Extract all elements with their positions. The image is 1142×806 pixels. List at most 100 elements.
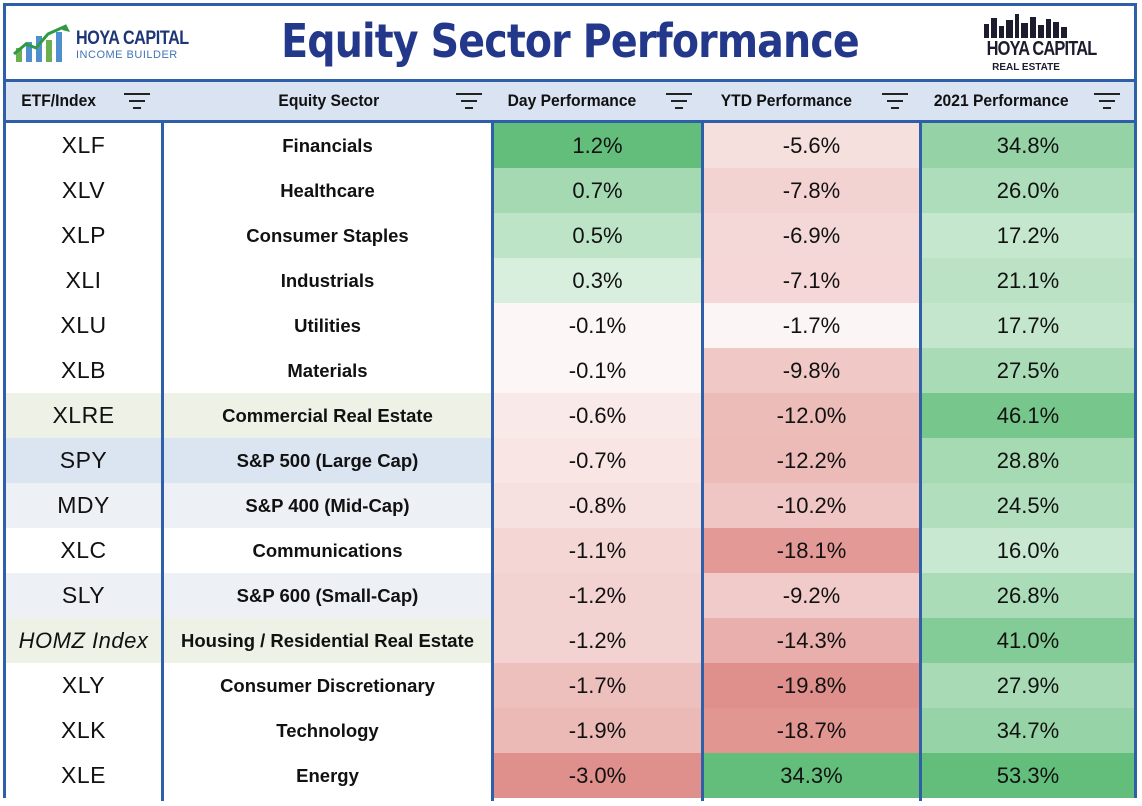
ytd-performance-cell: -6.9% bbox=[704, 213, 919, 258]
day-performance-cell: -0.7% bbox=[494, 438, 701, 483]
etf-cell: SLY bbox=[6, 573, 161, 618]
column-header-label: 2021 Performance bbox=[933, 91, 1069, 110]
etf-cell: XLF bbox=[6, 123, 161, 168]
etf-cell: XLE bbox=[6, 753, 161, 798]
column-header-2021[interactable]: 2021 Performance bbox=[922, 82, 1134, 120]
column-header-row: ETF/Index Equity Sector Day Performance … bbox=[6, 82, 1134, 123]
column-header-day[interactable]: Day Performance bbox=[494, 82, 704, 120]
sector-cell: Housing / Residential Real Estate bbox=[164, 618, 491, 663]
etf-cell: XLI bbox=[6, 258, 161, 303]
etf-cell: XLV bbox=[6, 168, 161, 213]
column-header-etf[interactable]: ETF/Index bbox=[6, 82, 164, 120]
etf-cell: XLP bbox=[6, 213, 161, 258]
column-divider bbox=[491, 123, 494, 801]
table-row: XLC Communications -1.1% -18.1% 16.0% bbox=[6, 528, 1134, 573]
performance-2021-cell: 26.8% bbox=[922, 573, 1134, 618]
column-header-ytd[interactable]: YTD Performance bbox=[704, 82, 922, 120]
etf-cell: XLC bbox=[6, 528, 161, 573]
column-divider bbox=[161, 123, 164, 801]
sector-cell: Industrials bbox=[164, 258, 491, 303]
etf-cell: XLK bbox=[6, 708, 161, 753]
column-header-sector[interactable]: Equity Sector bbox=[164, 82, 494, 120]
table-row: XLV Healthcare 0.7% -7.8% 26.0% bbox=[6, 168, 1134, 213]
etf-cell: XLU bbox=[6, 303, 161, 348]
page-title: Equity Sector Performance bbox=[281, 14, 860, 68]
day-performance-cell: -1.9% bbox=[494, 708, 701, 753]
table-row: XLRE Commercial Real Estate -0.6% -12.0% 46.… bbox=[6, 393, 1134, 438]
day-performance-cell: -0.1% bbox=[494, 348, 701, 393]
day-performance-cell: 0.5% bbox=[494, 213, 701, 258]
column-header-label: Day Performance bbox=[507, 91, 637, 110]
sector-cell: Communications bbox=[164, 528, 491, 573]
performance-2021-cell: 21.1% bbox=[922, 258, 1134, 303]
performance-2021-cell: 53.3% bbox=[922, 753, 1134, 798]
ytd-performance-cell: -18.7% bbox=[704, 708, 919, 753]
table-row: XLK Technology -1.9% -18.7% 34.7% bbox=[6, 708, 1134, 753]
table-row: XLB Materials -0.1% -9.8% 27.5% bbox=[6, 348, 1134, 393]
table-row: SLY S&P 600 (Small-Cap) -1.2% -9.2% 26.8% bbox=[6, 573, 1134, 618]
sector-cell: Healthcare bbox=[164, 168, 491, 213]
table-row: XLE Energy -3.0% 34.3% 53.3% bbox=[6, 753, 1134, 798]
table-row: SPY S&P 500 (Large Cap) -0.7% -12.2% 28.8% bbox=[6, 438, 1134, 483]
ytd-performance-cell: -14.3% bbox=[704, 618, 919, 663]
etf-cell: XLB bbox=[6, 348, 161, 393]
day-performance-cell: -0.1% bbox=[494, 303, 701, 348]
logo-right-line1: HOYA CAPITAL bbox=[986, 38, 1098, 60]
day-performance-cell: -0.8% bbox=[494, 483, 701, 528]
ytd-performance-cell: 34.3% bbox=[704, 753, 919, 798]
ytd-performance-cell: -12.0% bbox=[704, 393, 919, 438]
ytd-performance-cell: -9.8% bbox=[704, 348, 919, 393]
table-row: XLP Consumer Staples 0.5% -6.9% 17.2% bbox=[6, 213, 1134, 258]
hoya-real-estate-logo: HOYA CAPITAL REAL ESTATE bbox=[978, 14, 1098, 78]
table-row: MDY S&P 400 (Mid-Cap) -0.8% -10.2% 24.5% bbox=[6, 483, 1134, 528]
filter-icon[interactable] bbox=[1094, 91, 1120, 111]
table-row: XLF Financials 1.2% -5.6% 34.8% bbox=[6, 123, 1134, 168]
performance-table-frame: HOYA CAPITAL INCOME BUILDER Equity Secto… bbox=[3, 3, 1137, 801]
column-header-label: ETF/Index bbox=[21, 91, 97, 110]
etf-cell: XLRE bbox=[6, 393, 161, 438]
performance-2021-cell: 41.0% bbox=[922, 618, 1134, 663]
filter-icon[interactable] bbox=[456, 91, 482, 111]
ytd-performance-cell: -5.6% bbox=[704, 123, 919, 168]
filter-icon[interactable] bbox=[882, 91, 908, 111]
ytd-performance-cell: -19.8% bbox=[704, 663, 919, 708]
logo-left-line2: INCOME BUILDER bbox=[76, 49, 178, 61]
logo-left-line1: HOYA CAPITAL bbox=[76, 28, 189, 49]
performance-2021-cell: 24.5% bbox=[922, 483, 1134, 528]
table-row: XLY Consumer Discretionary -1.7% -19.8% 27.9… bbox=[6, 663, 1134, 708]
etf-cell: MDY bbox=[6, 483, 161, 528]
ytd-performance-cell: -10.2% bbox=[704, 483, 919, 528]
day-performance-cell: -1.2% bbox=[494, 573, 701, 618]
etf-cell: SPY bbox=[6, 438, 161, 483]
sector-cell: Consumer Staples bbox=[164, 213, 491, 258]
column-divider bbox=[701, 123, 704, 801]
performance-2021-cell: 17.2% bbox=[922, 213, 1134, 258]
table-row: XLI Industrials 0.3% -7.1% 21.1% bbox=[6, 258, 1134, 303]
sector-cell: Consumer Discretionary bbox=[164, 663, 491, 708]
ytd-performance-cell: -7.8% bbox=[704, 168, 919, 213]
column-divider bbox=[919, 123, 922, 801]
performance-2021-cell: 27.5% bbox=[922, 348, 1134, 393]
header-bar: HOYA CAPITAL INCOME BUILDER Equity Secto… bbox=[6, 6, 1134, 82]
etf-cell: XLY bbox=[6, 663, 161, 708]
day-performance-cell: -3.0% bbox=[494, 753, 701, 798]
sector-cell: S&P 600 (Small-Cap) bbox=[164, 573, 491, 618]
ytd-performance-cell: -18.1% bbox=[704, 528, 919, 573]
sector-cell: Energy bbox=[164, 753, 491, 798]
table-row: HOMZ Index Housing / Residential Real Est… bbox=[6, 618, 1134, 663]
ytd-performance-cell: -7.1% bbox=[704, 258, 919, 303]
skyline-logo-icon bbox=[984, 14, 1067, 38]
ytd-performance-cell: -9.2% bbox=[704, 573, 919, 618]
logo-right-line2: REAL ESTATE bbox=[992, 62, 1060, 73]
table-row: XLU Utilities -0.1% -1.7% 17.7% bbox=[6, 303, 1134, 348]
ytd-performance-cell: -1.7% bbox=[704, 303, 919, 348]
filter-icon[interactable] bbox=[124, 91, 150, 111]
filter-icon[interactable] bbox=[666, 91, 692, 111]
hoya-income-builder-logo: HOYA CAPITAL INCOME BUILDER bbox=[12, 24, 189, 68]
performance-2021-cell: 16.0% bbox=[922, 528, 1134, 573]
ytd-performance-cell: -12.2% bbox=[704, 438, 919, 483]
day-performance-cell: 0.3% bbox=[494, 258, 701, 303]
day-performance-cell: -1.1% bbox=[494, 528, 701, 573]
sector-cell: S&P 500 (Large Cap) bbox=[164, 438, 491, 483]
performance-2021-cell: 26.0% bbox=[922, 168, 1134, 213]
